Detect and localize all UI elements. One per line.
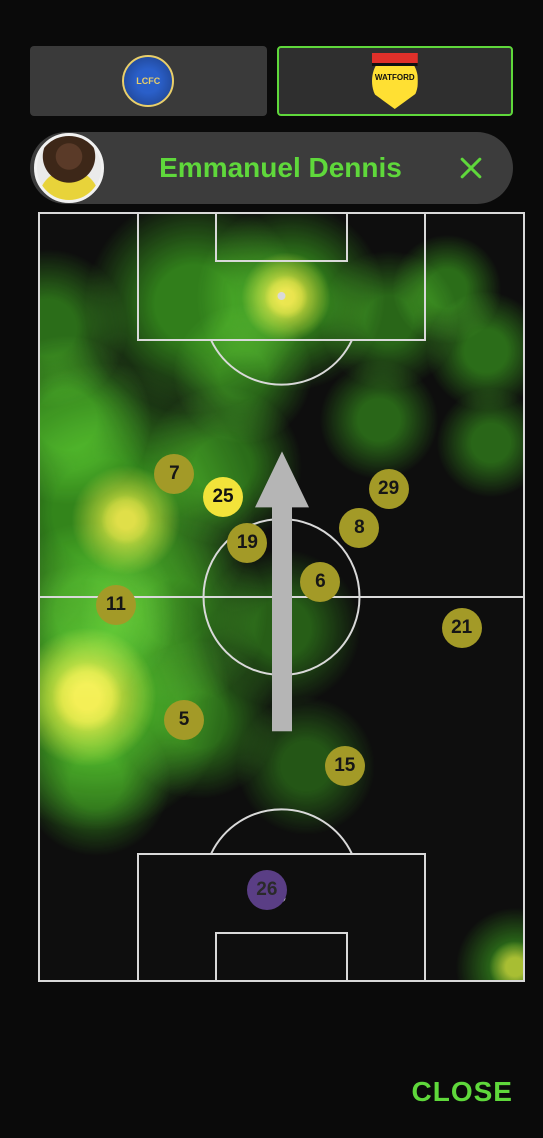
player-name-label: Emmanuel Dennis <box>120 152 441 184</box>
player-markers-layer: 725 298 19 6 11 21 5 15 26 <box>38 212 525 982</box>
player-marker-29[interactable]: 29 <box>369 469 409 509</box>
close-button[interactable]: CLOSE <box>412 1076 513 1108</box>
team-selector-row: LCFC WATFORD <box>10 36 533 132</box>
team-button-leicester[interactable]: LCFC <box>30 46 267 116</box>
player-header-bar: Emmanuel Dennis <box>30 132 513 204</box>
player-marker-5[interactable]: 5 <box>164 700 204 740</box>
player-marker-6[interactable]: 6 <box>300 562 340 602</box>
player-marker-8[interactable]: 8 <box>339 508 379 548</box>
player-marker-7[interactable]: 7 <box>154 454 194 494</box>
player-avatar <box>34 133 104 203</box>
player-marker-21[interactable]: 21 <box>442 608 482 648</box>
team-button-watford[interactable]: WATFORD <box>277 46 514 116</box>
heatmap-pitch: 725 298 19 6 11 21 5 15 26 <box>38 212 525 982</box>
player-marker-19[interactable]: 19 <box>227 523 267 563</box>
leicester-logo: LCFC <box>122 55 174 107</box>
player-marker-11[interactable]: 11 <box>96 585 136 625</box>
watford-logo: WATFORD <box>372 53 418 109</box>
player-marker-25[interactable]: 25 <box>203 477 243 517</box>
player-marker-15[interactable]: 15 <box>325 746 365 786</box>
player-marker-26[interactable]: 26 <box>247 870 287 910</box>
close-icon[interactable] <box>457 154 485 182</box>
